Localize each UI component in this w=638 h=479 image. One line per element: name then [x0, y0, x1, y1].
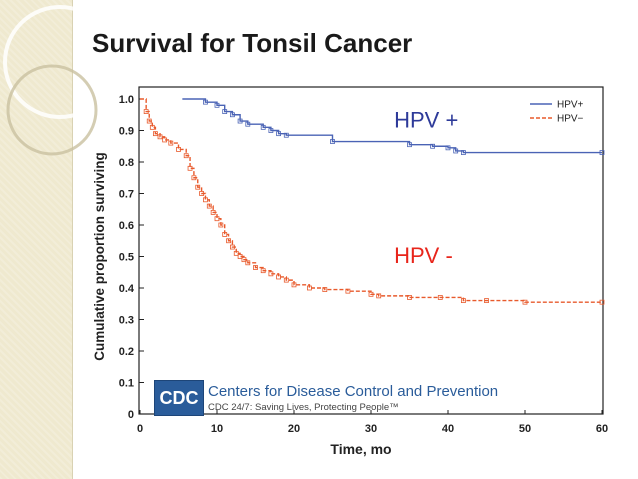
y-tick-label: 0.3: [119, 315, 134, 327]
data-point: [368, 291, 374, 297]
data-point: [376, 293, 382, 299]
data-point: [233, 250, 239, 256]
y-tick-label: 0.8: [119, 157, 134, 169]
cdc-tagline: CDC 24/7: Saving Lives, Protecting Peopl…: [208, 402, 399, 413]
data-point: [199, 191, 205, 196]
data-point: [330, 139, 335, 144]
x-tick-label: 50: [519, 423, 531, 435]
data-point: [237, 254, 243, 259]
y-tick-label: 0.5: [119, 252, 134, 264]
data-point: [149, 124, 155, 130]
y-tick-label: 0.2: [119, 346, 134, 358]
decorative-ring-inner: [6, 64, 98, 156]
plot-frame: [138, 86, 604, 415]
data-point: [345, 288, 351, 294]
y-tick-label: 0.7: [119, 189, 134, 201]
data-point: [599, 299, 605, 305]
x-tick-label: 30: [365, 423, 377, 435]
y-tick-label: 0.9: [119, 126, 134, 138]
left-decorative-band: [0, 0, 73, 479]
data-point: [168, 140, 174, 146]
data-point: [453, 148, 459, 154]
data-point: [214, 216, 220, 222]
data-point: [276, 131, 282, 137]
data-point: [599, 150, 605, 155]
cdc-logo: CDC: [154, 380, 204, 416]
data-point: [176, 146, 181, 152]
data-point: [222, 109, 228, 114]
data-point: [203, 197, 208, 203]
y-tick-label: 1.0: [119, 94, 134, 106]
data-point: [157, 134, 163, 140]
data-point: [146, 118, 152, 124]
data-point: [407, 295, 412, 300]
data-point: [245, 121, 251, 127]
y-tick-label: 0.4: [119, 283, 135, 295]
y-tick-label: 0: [128, 409, 134, 421]
data-point: [260, 124, 266, 130]
decorative-rings: [3, 5, 110, 156]
annotation-hpv-negative: HPV -: [394, 243, 453, 268]
data-point: [484, 298, 489, 304]
data-point: [322, 287, 328, 292]
data-point: [306, 285, 312, 291]
data-point: [222, 232, 228, 237]
series-line-hpv-negative: [140, 98, 602, 303]
data-point: [162, 137, 168, 143]
data-point: [237, 118, 243, 124]
data-point: [229, 112, 235, 118]
data-point: [191, 175, 197, 181]
annotation-hpv-positive: HPV +: [394, 107, 458, 132]
data-point: [203, 99, 208, 105]
x-tick-label: 0: [137, 423, 143, 435]
data-point: [276, 274, 282, 280]
data-point: [245, 260, 251, 266]
legend-label: HPV−: [557, 114, 584, 125]
data-point: [206, 203, 212, 209]
data-point: [260, 268, 266, 274]
data-point: [183, 153, 189, 159]
x-tick-label: 20: [288, 423, 300, 435]
x-tick-label: 40: [442, 423, 454, 435]
y-axis-label: Cumulative proportion surviving: [92, 152, 107, 361]
data-point: [229, 244, 235, 250]
data-point: [143, 109, 149, 114]
slide-title: Survival for Tonsil Cancer: [92, 28, 413, 58]
data-point: [268, 271, 274, 277]
data-point: [445, 145, 451, 151]
cdc-name: Centers for Disease Control and Preventi…: [208, 383, 499, 400]
data-point: [187, 165, 193, 171]
data-point: [214, 102, 220, 108]
data-point: [268, 128, 274, 133]
decorative-ring-outer: [3, 5, 110, 119]
data-point: [195, 184, 201, 190]
data-point: [210, 209, 216, 215]
data-point: [522, 299, 528, 305]
data-point: [437, 295, 443, 300]
x-axis-label: Time, mo: [330, 441, 391, 457]
data-point: [283, 277, 289, 283]
data-point: [430, 143, 436, 149]
cdc-logo-text: CDC: [159, 388, 199, 408]
legend-label: HPV+: [557, 100, 584, 111]
y-tick-label: 0.1: [119, 378, 134, 390]
data-point: [407, 142, 412, 148]
data-point: [283, 132, 289, 138]
x-tick-label: 10: [211, 423, 223, 435]
data-point: [460, 298, 466, 304]
x-tick-label: 60: [596, 423, 608, 435]
data-point: [226, 238, 231, 244]
data-point: [218, 222, 224, 228]
data-point: [152, 131, 158, 137]
series-line-hpv-positive: [182, 98, 602, 154]
y-tick-label: 0.6: [119, 220, 134, 232]
data-point: [241, 257, 247, 263]
data-point: [253, 265, 258, 270]
data-point: [291, 282, 297, 288]
data-point: [460, 150, 466, 155]
